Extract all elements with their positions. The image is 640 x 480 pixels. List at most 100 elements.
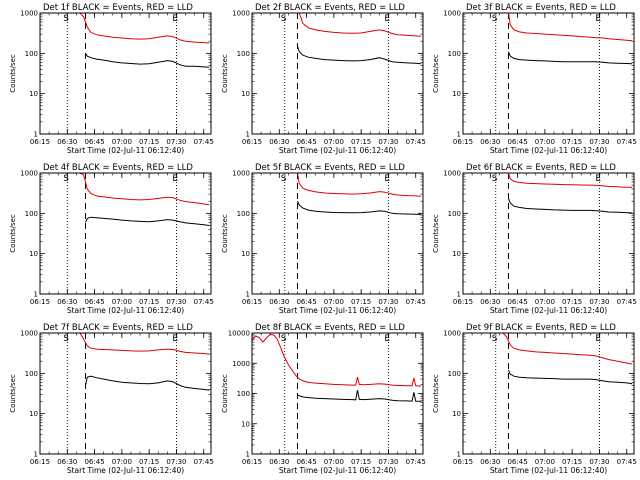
- start-marker-label: S: [492, 174, 498, 184]
- lld-series-line: [502, 333, 633, 365]
- series-group: [297, 173, 422, 215]
- marker-lines: [284, 173, 389, 294]
- panel-det-3f: Det 3f BLACK = Events, RED = LLD 1 10 100 10…: [432, 3, 637, 155]
- y-tick-label: 1000: [20, 10, 38, 18]
- y-tick-label: 1000: [232, 360, 250, 368]
- plot-frame: [251, 172, 424, 295]
- series-group: [79, 173, 210, 226]
- x-tick-label: 06:15: [242, 298, 262, 306]
- x-tick-label: 06:45: [507, 298, 527, 306]
- x-tick-label: 07:00: [535, 138, 555, 146]
- x-tick-label: 06:30: [57, 138, 77, 146]
- y-tick-label: 1: [34, 291, 38, 299]
- x-tick-label: 06:45: [296, 458, 316, 466]
- panel-title: Det 9f BLACK = Events, RED = LLD: [466, 323, 616, 333]
- marker-lines: [284, 333, 389, 454]
- marker-lines: [284, 13, 389, 134]
- marker-lines: [495, 173, 600, 294]
- y-tick-label: 1: [246, 131, 250, 139]
- y-tick-label: 100: [448, 210, 461, 218]
- panel-det-7f: Det 7f BLACK = Events, RED = LLD 1 10 100 10…: [9, 323, 214, 475]
- x-tick-label: 06:15: [30, 458, 50, 466]
- y-axis-label: Counts/sec: [221, 374, 229, 413]
- x-tick-label: 07:30: [378, 138, 398, 146]
- lld-series-line: [508, 173, 633, 188]
- x-tick-label: 07:00: [324, 458, 344, 466]
- series-group: [79, 13, 210, 68]
- events-series-line: [508, 369, 633, 385]
- panel-det-6f: Det 6f BLACK = Events, RED = LLD 1 10 100 10…: [432, 163, 637, 315]
- x-tick-label: 07:15: [351, 458, 371, 466]
- x-tick-label: 07:45: [194, 458, 214, 466]
- x-tick-label: 07:00: [112, 298, 132, 306]
- x-axis-label: Start Time (02-Jul-11 06:12:40): [490, 306, 607, 315]
- panel-title: Det 3f BLACK = Events, RED = LLD: [466, 3, 616, 13]
- x-tick-label: 07:45: [194, 298, 214, 306]
- y-tick-label: 10: [241, 90, 250, 98]
- x-tick-label: 07:45: [406, 458, 426, 466]
- panel-title: Det 2f BLACK = Events, RED = LLD: [255, 3, 405, 13]
- end-marker-label: E: [595, 174, 601, 184]
- end-marker-label: E: [384, 14, 390, 24]
- x-tick-label: 06:15: [30, 298, 50, 306]
- x-axis-label: Start Time (02-Jul-11 06:12:40): [490, 146, 607, 155]
- x-tick-label: 07:15: [139, 458, 159, 466]
- events-series-line: [85, 216, 210, 226]
- series-group: [297, 13, 422, 65]
- y-axis-label: Counts/sec: [432, 374, 440, 413]
- panel-title: Det 5f BLACK = Events, RED = LLD: [255, 163, 405, 173]
- events-series-line: [297, 46, 422, 65]
- start-marker-label: S: [63, 14, 69, 24]
- start-marker-label: S: [281, 174, 287, 184]
- y-tick-label: 100: [237, 50, 250, 58]
- lld-series-line: [79, 173, 210, 206]
- x-tick-label: 06:30: [269, 458, 289, 466]
- y-tick-label: 1: [246, 451, 250, 459]
- start-marker-label: S: [281, 334, 287, 344]
- x-tick-label: 06:45: [84, 298, 104, 306]
- marker-lines: [66, 173, 177, 294]
- plot-frame: [251, 12, 424, 135]
- x-tick-label: 07:30: [166, 138, 186, 146]
- marker-lines: [495, 333, 600, 454]
- plot-frame: [462, 172, 635, 295]
- y-axis-label: Counts/sec: [9, 214, 17, 253]
- y-tick-label: 1000: [443, 330, 461, 338]
- y-tick-label: 100: [25, 210, 38, 218]
- x-tick-label: 06:30: [57, 298, 77, 306]
- events-series-line: [508, 51, 633, 65]
- y-tick-label: 1000: [20, 330, 38, 338]
- series-group: [252, 333, 422, 402]
- events-series-line: [85, 375, 210, 391]
- x-tick-label: 07:00: [112, 138, 132, 146]
- y-tick-label: 10: [452, 250, 461, 258]
- series-group: [508, 13, 633, 65]
- y-tick-label: 10: [241, 420, 250, 428]
- y-tick-label: 100: [237, 210, 250, 218]
- x-tick-label: 07:15: [562, 138, 582, 146]
- y-tick-label: 10: [452, 410, 461, 418]
- x-tick-label: 06:30: [269, 138, 289, 146]
- x-axis-label: Start Time (02-Jul-11 06:12:40): [67, 306, 184, 315]
- panel-title: Det 8f BLACK = Events, RED = LLD: [255, 323, 405, 333]
- x-tick-label: 06:45: [84, 138, 104, 146]
- x-tick-label: 07:15: [139, 298, 159, 306]
- marker-lines: [495, 13, 600, 134]
- x-tick-label: 06:15: [453, 298, 473, 306]
- x-tick-label: 06:45: [296, 138, 316, 146]
- lld-series-line: [79, 13, 210, 44]
- x-tick-label: 06:15: [242, 458, 262, 466]
- plot-frame: [39, 172, 212, 295]
- x-tick-label: 07:30: [589, 458, 609, 466]
- y-axis-label: Counts/sec: [432, 54, 440, 93]
- x-tick-label: 07:30: [378, 458, 398, 466]
- x-tick-label: 07:45: [406, 298, 426, 306]
- start-marker-label: S: [492, 334, 498, 344]
- x-tick-label: 07:45: [406, 138, 426, 146]
- lld-series-line: [252, 333, 422, 387]
- series-group: [508, 173, 633, 214]
- end-marker-label: E: [595, 334, 601, 344]
- y-tick-label: 1: [246, 291, 250, 299]
- y-tick-label: 10: [241, 250, 250, 258]
